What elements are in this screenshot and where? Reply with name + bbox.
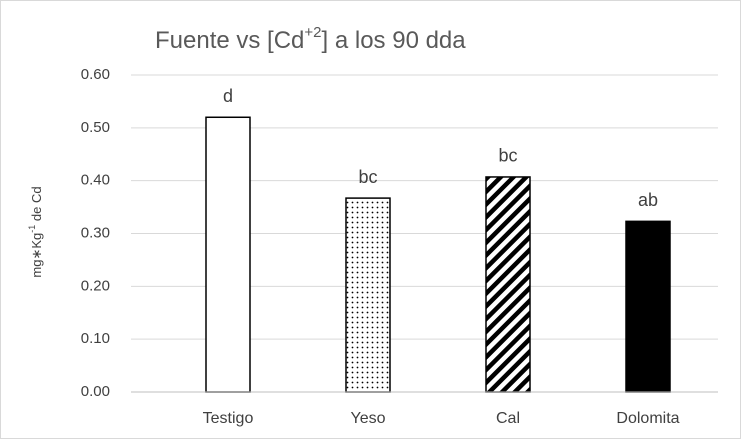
y-tick-label: 0.60 <box>81 66 110 83</box>
bar <box>625 220 671 393</box>
y-tick-label: 0.50 <box>81 119 110 136</box>
y-tick-label: 0.40 <box>81 172 110 189</box>
text-part: Fuente vs [Cd <box>155 27 304 54</box>
superscript: -1 <box>27 225 37 233</box>
bar-annotation: bc <box>498 146 517 166</box>
bar-annotation: bc <box>358 167 377 187</box>
y-tick-label: 0.30 <box>81 224 110 241</box>
x-tick-label: Yeso <box>351 410 386 427</box>
y-axis-label: mg∗Kg-1 de Cd <box>27 186 44 277</box>
y-tick-label: 0.20 <box>81 277 110 294</box>
x-tick-label: Testigo <box>203 410 254 427</box>
text-part: de Cd <box>29 186 44 224</box>
y-tick-label: 0.00 <box>81 383 110 400</box>
bar <box>205 116 251 393</box>
text-part: ] a los 90 dda <box>322 27 467 54</box>
bar <box>345 197 391 393</box>
y-tick-label: 0.10 <box>81 330 110 347</box>
x-tick-label: Dolomita <box>616 410 679 427</box>
chart-title: Fuente vs [Cd+2] a los 90 dda <box>155 24 466 54</box>
bar-annotation: ab <box>638 190 658 210</box>
x-tick-label: Cal <box>496 410 520 427</box>
bar <box>485 176 531 393</box>
superscript: +2 <box>304 24 321 41</box>
text-part: mg∗Kg <box>29 233 44 278</box>
bar-annotation: d <box>223 86 233 106</box>
